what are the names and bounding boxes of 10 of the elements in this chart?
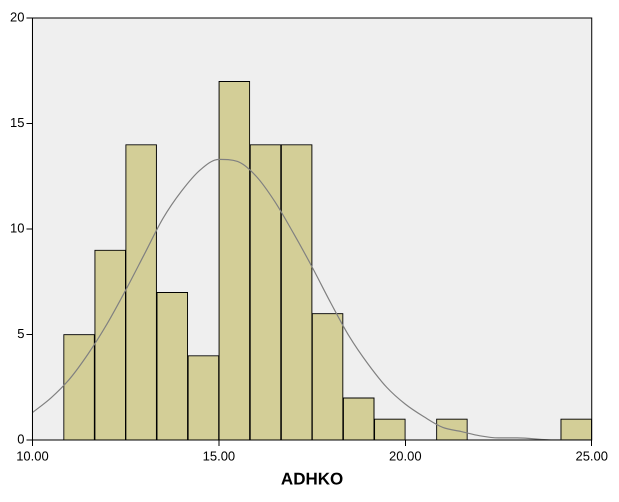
- y-tick-label: 10: [10, 220, 24, 236]
- x-tick-label: 25.00: [575, 448, 608, 464]
- x-axis-title: ADHKO: [280, 469, 344, 488]
- y-tick-label: 0: [17, 432, 24, 447]
- x-tick-label: 10.00: [16, 448, 49, 464]
- x-tick-label: 15.00: [202, 448, 236, 464]
- x-tick-label: 20.00: [389, 448, 422, 464]
- y-tick-label: 20: [10, 10, 24, 25]
- y-tick-label: 5: [17, 326, 24, 342]
- y-tick-label: 15: [10, 115, 24, 130]
